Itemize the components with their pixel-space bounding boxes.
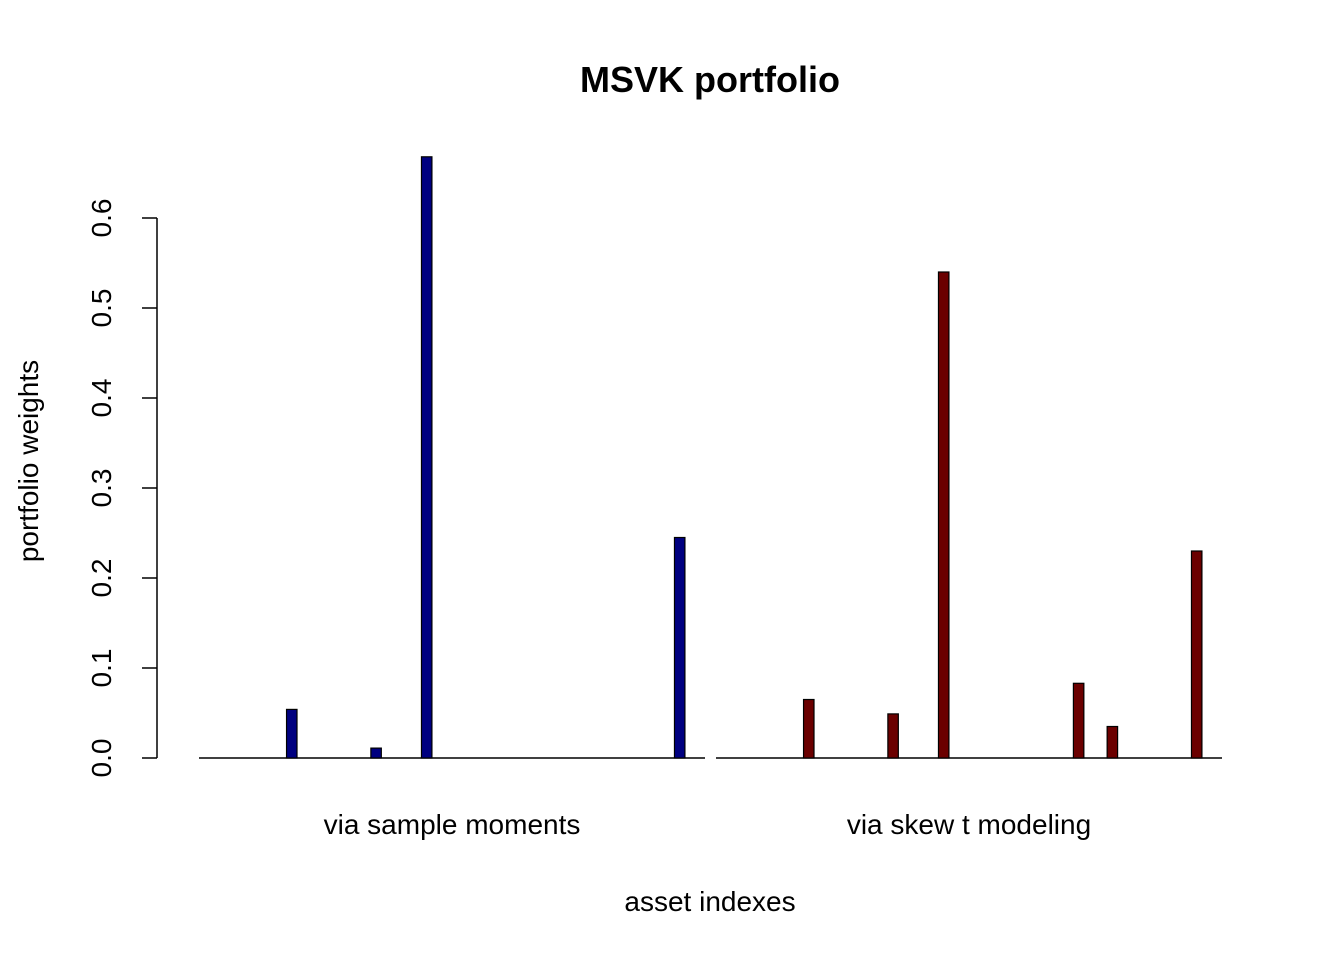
group-label: via skew t modeling [847,809,1091,840]
y-axis-label: portfolio weights [13,360,44,562]
bar [802,698,815,759]
bar [937,271,950,759]
y-tick-label: 0.5 [86,289,117,328]
bar-group-2: via skew t modeling [716,271,1222,840]
y-tick-label: 0.4 [86,379,117,418]
y-tick-label: 0.3 [86,469,117,508]
bar [420,156,433,759]
bar [1190,550,1203,759]
y-tick-label: 0.0 [86,739,117,778]
y-axis: 0.0 0.1 0.2 0.3 0.4 0.5 0.6 [86,199,158,778]
bar [285,708,298,759]
bar [370,747,382,759]
x-axis-label: asset indexes [624,886,795,917]
bar [673,536,686,759]
plot-groups: via sample moments via skew t modeling [199,156,1222,840]
y-tick-label: 0.1 [86,649,117,688]
y-tick-label: 0.6 [86,199,117,238]
chart-title: MSVK portfolio [580,59,840,100]
bar [1072,682,1085,759]
bar-group-1: via sample moments [199,156,705,840]
bar [887,713,899,759]
bar [1106,725,1119,759]
y-tick-label: 0.2 [86,559,117,598]
group-label: via sample moments [324,809,581,840]
